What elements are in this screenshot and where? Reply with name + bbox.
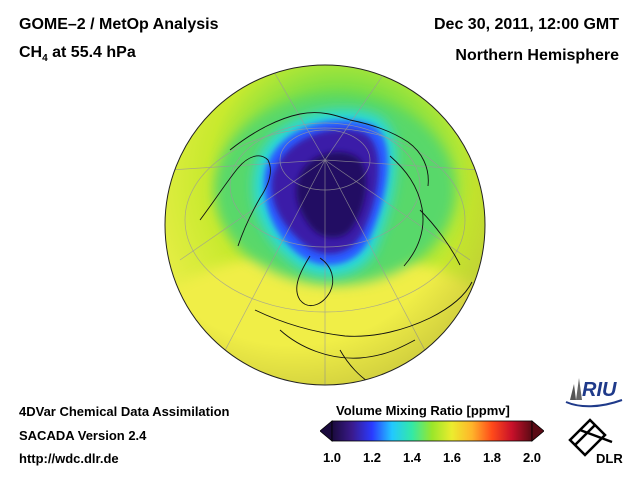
- colorbar-tick-label: 1.4: [402, 450, 422, 465]
- colorbar-min-arrow: [320, 420, 333, 442]
- colorbar-title: Volume Mixing Ratio [ppmv]: [336, 403, 510, 418]
- riu-logo-text: RIU: [582, 379, 617, 401]
- dlr-logo: [568, 418, 613, 457]
- colorbar-tick-label: 1.8: [482, 450, 502, 465]
- colorbar-tick-label: 1.2: [362, 450, 382, 465]
- colorbar-tick-label: 1.6: [442, 450, 462, 465]
- colorbar-bar: [331, 420, 533, 442]
- species-name: CH: [19, 44, 43, 61]
- source-url: http://wdc.dlr.de: [19, 451, 119, 466]
- method-label: 4DVar Chemical Data Assimilation: [19, 404, 230, 419]
- map-title: GOME–2 / MetOp Analysis: [19, 16, 219, 33]
- colorbar-tick-label: 1.0: [322, 450, 342, 465]
- riu-logo: RIU: [565, 378, 623, 408]
- colorbar: [320, 420, 544, 442]
- colorbar-tick-label: 2.0: [522, 450, 542, 465]
- region-label: Northern Hemisphere: [455, 47, 619, 64]
- analysis-datetime: Dec 30, 2011, 12:00 GMT: [434, 16, 619, 33]
- globe-map: [164, 64, 486, 386]
- species-subscript: 4: [42, 53, 48, 65]
- pressure-level: at 55.4 hPa: [47, 44, 136, 61]
- dlr-logo-text: DLR: [596, 451, 623, 466]
- version-label: SACADA Version 2.4: [19, 428, 147, 443]
- colorbar-max-arrow: [531, 420, 544, 442]
- map-subtitle: CH4 at 55.4 hPa: [19, 44, 136, 64]
